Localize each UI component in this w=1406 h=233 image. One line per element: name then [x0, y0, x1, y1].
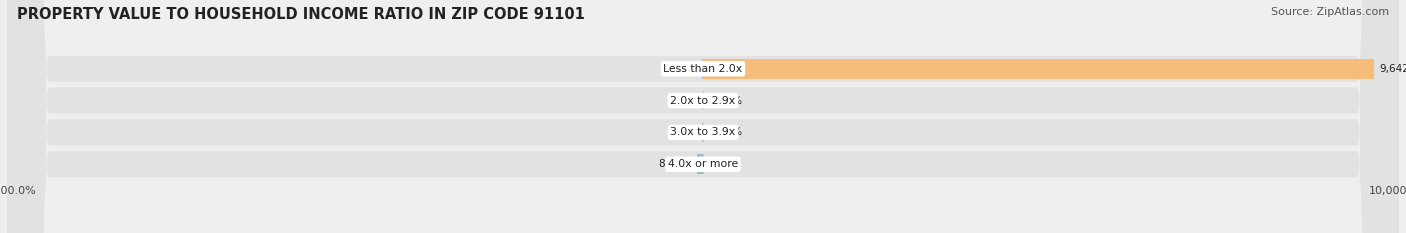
Text: 11.1%: 11.1%: [710, 96, 742, 106]
Text: 2.8%: 2.8%: [671, 96, 697, 106]
Text: 9,642.9%: 9,642.9%: [1379, 64, 1406, 74]
FancyBboxPatch shape: [7, 0, 1399, 233]
Text: 3.0x to 3.9x: 3.0x to 3.9x: [671, 127, 735, 137]
FancyBboxPatch shape: [7, 0, 1399, 233]
Text: PROPERTY VALUE TO HOUSEHOLD INCOME RATIO IN ZIP CODE 91101: PROPERTY VALUE TO HOUSEHOLD INCOME RATIO…: [17, 7, 585, 22]
Text: 4.0x or more: 4.0x or more: [668, 159, 738, 169]
Text: 15.8%: 15.8%: [710, 127, 742, 137]
Text: 8.4%: 8.4%: [671, 64, 697, 74]
Text: 7.2%: 7.2%: [671, 127, 697, 137]
Text: Source: ZipAtlas.com: Source: ZipAtlas.com: [1271, 7, 1389, 17]
Text: 9.2%: 9.2%: [709, 159, 735, 169]
Text: Less than 2.0x: Less than 2.0x: [664, 64, 742, 74]
Bar: [697, 154, 703, 174]
Text: 2.0x to 2.9x: 2.0x to 2.9x: [671, 96, 735, 106]
Text: 81.6%: 81.6%: [658, 159, 692, 169]
Bar: [703, 59, 1374, 79]
FancyBboxPatch shape: [7, 0, 1399, 233]
FancyBboxPatch shape: [7, 0, 1399, 233]
